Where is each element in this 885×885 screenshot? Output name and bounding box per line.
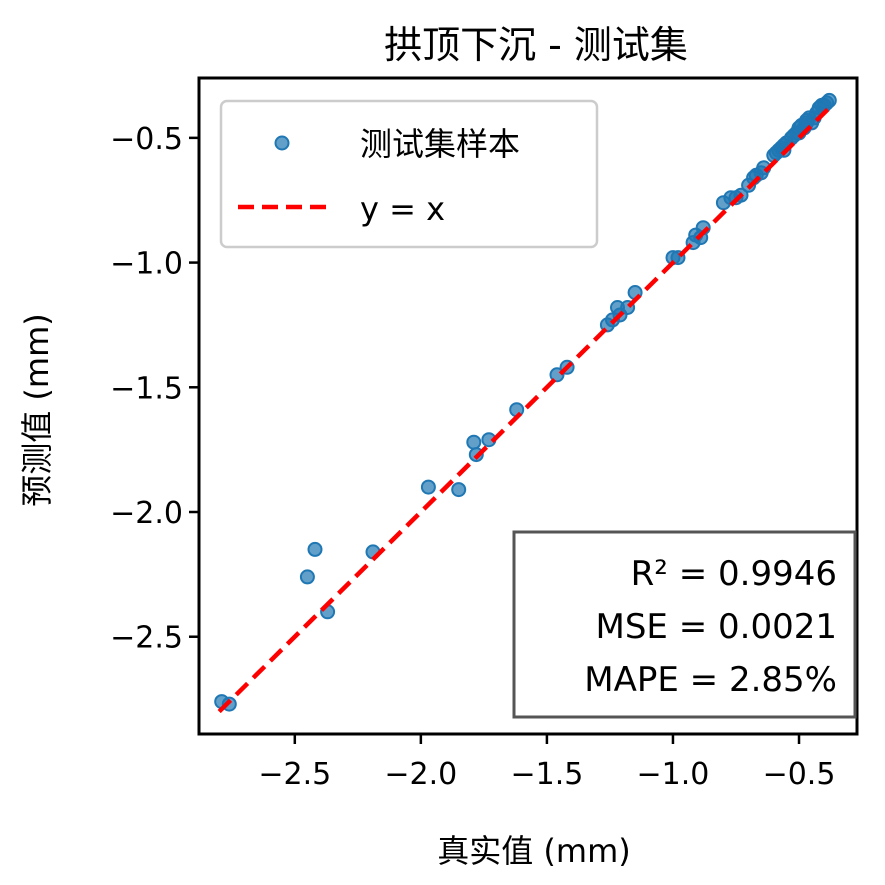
legend-label-samples: 测试集样本 bbox=[360, 125, 520, 163]
y-tick-label: −0.5 bbox=[110, 122, 183, 157]
data-point bbox=[821, 92, 837, 108]
legend-frame bbox=[219, 99, 599, 249]
y-tick-label: −1.0 bbox=[110, 247, 183, 282]
x-tick-label: −2.0 bbox=[384, 757, 457, 792]
legend-label-reference: y = x bbox=[360, 190, 445, 228]
y-tick-label: −2.0 bbox=[110, 496, 183, 531]
y-axis-label: 预测值 (mm) bbox=[18, 313, 56, 507]
legend-marker-samples bbox=[274, 135, 290, 151]
legend: 测试集样本 y = x bbox=[219, 99, 599, 249]
plot-area: −2.5 −2.0 −1.5 −1.0 −0.5 −2.5 −2.0 −1.5 −1.0 −0.… bbox=[110, 76, 859, 792]
metric-mse: MSE = 0.0021 bbox=[596, 607, 837, 647]
data-point bbox=[451, 482, 467, 498]
plot-frame bbox=[197, 76, 859, 736]
x-tick-label: −0.5 bbox=[763, 757, 836, 792]
x-tick-label: −1.0 bbox=[637, 757, 710, 792]
data-point bbox=[299, 569, 315, 585]
data-point bbox=[307, 541, 323, 557]
metric-mape: MAPE = 2.85% bbox=[584, 660, 837, 700]
x-axis-label: 真实值 (mm) bbox=[437, 832, 631, 870]
y-axis-ticks: −2.5 −2.0 −1.5 −1.0 −0.5 bbox=[110, 122, 199, 656]
y-tick-label: −1.5 bbox=[110, 371, 183, 406]
chart-title: 拱顶下沉 - 测试集 bbox=[384, 23, 688, 67]
y-tick-label: −2.5 bbox=[110, 621, 183, 656]
data-point bbox=[466, 434, 482, 450]
data-point bbox=[420, 479, 436, 495]
x-tick-label: −2.5 bbox=[258, 757, 331, 792]
x-axis-ticks: −2.5 −2.0 −1.5 −1.0 −0.5 bbox=[258, 734, 835, 792]
metric-r2: R² = 0.9946 bbox=[631, 554, 837, 594]
metrics-box: R² = 0.9946 MSE = 0.0021 MAPE = 2.85% bbox=[512, 530, 857, 719]
metrics-frame bbox=[512, 530, 857, 719]
x-tick-label: −1.5 bbox=[510, 757, 583, 792]
